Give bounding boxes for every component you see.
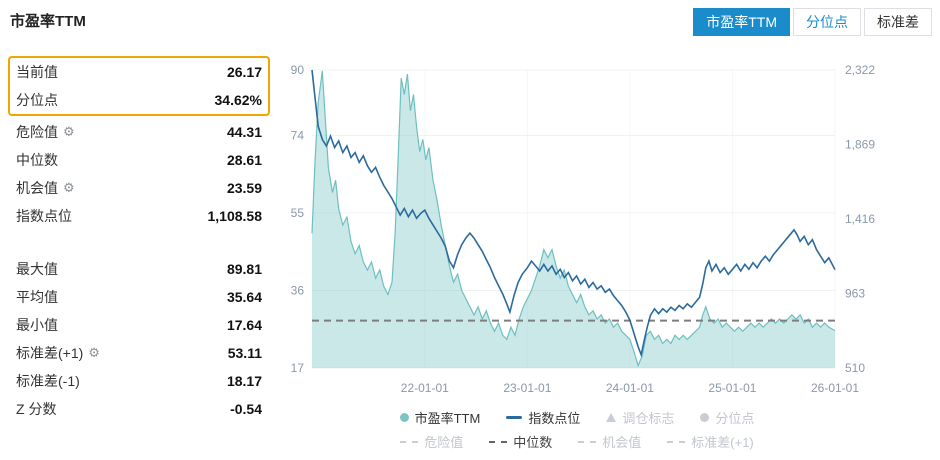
stat-label: 平均值 (16, 289, 58, 305)
svg-text:74: 74 (291, 128, 305, 142)
stat-label: 最大值 (16, 261, 58, 277)
legend-label: 分位点 (715, 411, 755, 426)
tab-pe-ttm[interactable]: 市盈率TTM (693, 8, 790, 36)
svg-text:2,322: 2,322 (845, 63, 875, 77)
triangle-icon (606, 413, 617, 422)
stat-label: 机会值 (16, 180, 58, 196)
stat-label: Z 分数 (16, 401, 57, 417)
valuation-chart[interactable]: 90 74 55 36 17 2,322 1,869 1,416 963 510 22-01-01 2… (272, 50, 912, 395)
stat-row-std-minus1: 标准差(-1) 18.17 (8, 367, 270, 395)
stat-value: 34.62% (214, 92, 262, 108)
svg-text:23-01-01: 23-01-01 (503, 381, 551, 395)
svg-text:26-01-01: 26-01-01 (811, 381, 859, 395)
stat-label: 危险值 (16, 124, 58, 140)
stat-value: -0.54 (230, 401, 262, 417)
stat-label: 中位数 (16, 152, 58, 168)
stat-value: 1,108.58 (207, 208, 263, 224)
legend-row-1: 市盈率TTM 指数点位 调仓标志 分位点 (399, 408, 754, 427)
svg-text:25-01-01: 25-01-01 (708, 381, 756, 395)
legend-item-opportunity-value[interactable]: 机会值 (578, 432, 641, 451)
stat-label: 标准差(-1) (16, 373, 80, 389)
index-line-icon (506, 416, 523, 419)
svg-text:963: 963 (845, 287, 865, 301)
stat-value: 53.11 (227, 345, 262, 361)
svg-text:1,869: 1,869 (845, 138, 875, 152)
legend-row-2: 危险值 中位数 机会值 标准差(+1) (400, 432, 754, 451)
legend-label: 指数点位 (528, 411, 581, 426)
legend-item-pe-ttm[interactable]: 市盈率TTM (399, 408, 481, 427)
legend-item-index-level[interactable]: 指数点位 (506, 408, 580, 427)
stat-row-opportunity-value: 机会值 ⚙ 23.59 (8, 174, 270, 202)
legend-item-rebalance-marker[interactable]: 调仓标志 (606, 408, 674, 427)
percentile-dot-icon (700, 413, 710, 422)
page-title: 市盈率TTM (10, 13, 86, 30)
dashed-line-icon (489, 440, 508, 443)
dashed-line-icon (667, 440, 686, 443)
svg-text:24-01-01: 24-01-01 (606, 381, 654, 395)
stat-row-index-level: 指数点位 1,108.58 (8, 202, 270, 230)
stat-label: 指数点位 (16, 208, 72, 224)
valuation-chart-area: 90 74 55 36 17 2,322 1,869 1,416 963 510 22-01-01 2… (272, 50, 912, 395)
stat-row-percentile: 分位点 34.62% (10, 86, 268, 114)
stat-label: 分位点 (16, 92, 58, 108)
legend-label: 中位数 (513, 435, 553, 450)
current-value-highlight-box: 当前值 26.17 分位点 34.62% (8, 56, 270, 116)
stat-value: 28.61 (226, 152, 262, 168)
svg-text:1,416: 1,416 (845, 212, 875, 226)
stat-row-std-plus1: 标准差(+1) ⚙ 53.11 (8, 339, 270, 367)
stat-value: 18.17 (226, 373, 262, 389)
stats-panel: 当前值 26.17 分位点 34.62% 危险值 ⚙ 44.31 中位数 28.… (8, 56, 270, 423)
svg-text:510: 510 (845, 361, 865, 375)
legend-item-percentile[interactable]: 分位点 (700, 408, 754, 427)
tab-percentile[interactable]: 分位点 (793, 8, 861, 36)
legend-item-median[interactable]: 中位数 (489, 432, 552, 451)
gear-icon[interactable]: ⚙ (63, 180, 75, 195)
stat-value: 89.81 (226, 261, 262, 277)
legend-label: 调仓标志 (622, 411, 675, 426)
stat-value: 35.64 (226, 289, 262, 305)
legend-label: 危险值 (424, 435, 464, 450)
stat-value: 26.17 (226, 64, 262, 80)
stat-label: 当前值 (16, 64, 58, 80)
stat-value: 44.31 (226, 124, 262, 140)
stat-label: 最小值 (16, 317, 58, 333)
stats-group-spacer (8, 230, 270, 255)
stat-row-min: 最小值 17.64 (8, 311, 270, 339)
metric-tab-group: 市盈率TTM 分位点 标准差 (690, 8, 932, 36)
svg-text:55: 55 (291, 206, 305, 220)
stat-row-median: 中位数 28.61 (8, 146, 270, 174)
stat-label: 标准差(+1) (16, 345, 84, 361)
stat-value: 17.64 (226, 317, 262, 333)
stat-row-mean: 平均值 35.64 (8, 283, 270, 311)
gear-icon[interactable]: ⚙ (63, 124, 75, 139)
stat-value: 23.59 (226, 180, 262, 196)
legend-item-std-plus1[interactable]: 标准差(+1) (667, 432, 754, 451)
gear-icon[interactable]: ⚙ (88, 345, 100, 360)
tab-std-dev[interactable]: 标准差 (864, 8, 932, 36)
legend-label: 机会值 (602, 435, 642, 450)
legend-item-danger-value[interactable]: 危险值 (400, 432, 463, 451)
svg-text:36: 36 (291, 283, 305, 297)
stat-row-z-score: Z 分数 -0.54 (8, 395, 270, 423)
svg-text:17: 17 (291, 361, 305, 375)
legend-label: 市盈率TTM (414, 411, 481, 426)
pe-ttm-dot-icon (399, 413, 409, 422)
chart-legend: 市盈率TTM 指数点位 调仓标志 分位点 危险值 中位数 机会值 (272, 408, 882, 451)
stat-row-current-value: 当前值 26.17 (10, 58, 268, 86)
stat-row-max: 最大值 89.81 (8, 255, 270, 283)
legend-label: 标准差(+1) (691, 435, 754, 450)
svg-text:90: 90 (291, 63, 305, 77)
svg-text:22-01-01: 22-01-01 (401, 381, 449, 395)
dashed-line-icon (400, 440, 419, 443)
dashed-line-icon (578, 440, 597, 443)
stat-row-danger-value: 危险值 ⚙ 44.31 (8, 118, 270, 146)
